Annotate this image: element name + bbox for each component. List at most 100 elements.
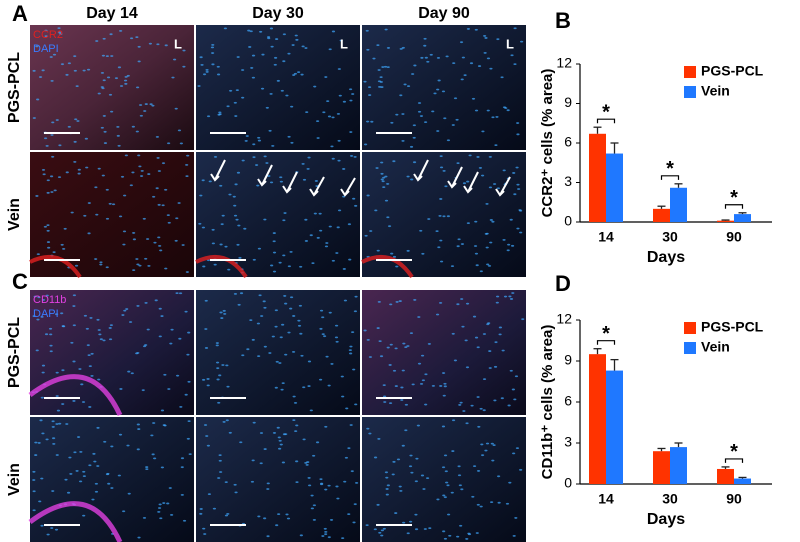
nucleus: [461, 56, 465, 59]
nucleus: [411, 73, 415, 75]
nucleus: [377, 80, 382, 83]
nucleus: [386, 346, 390, 349]
nucleus: [496, 187, 500, 190]
nucleus: [124, 82, 128, 85]
nucleus: [55, 395, 59, 397]
y-tick-label: 9: [564, 94, 572, 110]
nucleus: [445, 481, 449, 484]
nucleus: [265, 106, 269, 109]
nucleus: [484, 37, 488, 39]
nucleus: [376, 249, 380, 252]
nucleus: [132, 232, 136, 234]
nucleus: [92, 452, 96, 455]
nucleus: [135, 258, 139, 260]
nucleus: [144, 103, 148, 105]
nucleus: [389, 303, 393, 306]
nucleus: [108, 202, 112, 205]
nucleus: [489, 67, 493, 70]
nucleus: [484, 233, 488, 235]
nucleus: [211, 63, 215, 66]
nucleus: [292, 315, 296, 317]
nucleus: [178, 337, 182, 340]
nucleus: [282, 33, 286, 36]
nucleus: [162, 502, 166, 504]
stain-label: CD11b: [33, 294, 66, 306]
nucleus: [49, 56, 53, 58]
nucleus: [299, 265, 303, 268]
significance-bracket: [596, 340, 616, 345]
panel-label: C: [12, 269, 28, 294]
nucleus: [386, 66, 390, 69]
nucleus: [461, 325, 465, 328]
nucleus: [406, 532, 410, 535]
nucleus: [55, 371, 59, 374]
nucleus: [297, 71, 301, 74]
nucleus: [107, 482, 111, 485]
x-axis-label: Days: [647, 249, 685, 266]
nucleus: [514, 517, 518, 519]
nucleus: [229, 89, 233, 92]
nucleus: [363, 80, 367, 83]
nucleus: [482, 333, 487, 335]
nucleus: [235, 89, 239, 92]
nucleus: [304, 461, 308, 464]
nucleus: [289, 307, 293, 310]
nucleus: [65, 73, 69, 76]
nucleus: [375, 167, 379, 169]
nucleus: [508, 295, 512, 298]
legend-label: Vein: [701, 339, 730, 355]
nucleus: [323, 527, 327, 530]
nucleus: [256, 322, 261, 325]
nucleus: [163, 373, 167, 376]
nucleus: [50, 79, 54, 82]
nucleus: [272, 251, 277, 254]
significance-mark: *: [730, 187, 738, 209]
nucleus: [188, 453, 192, 456]
nucleus: [139, 175, 144, 177]
nucleus: [100, 126, 104, 129]
nucleus: [421, 252, 425, 255]
nucleus: [373, 528, 377, 531]
nucleus: [412, 124, 416, 127]
nucleus: [65, 171, 69, 174]
nucleus: [83, 314, 88, 317]
nucleus: [166, 502, 170, 505]
nucleus: [423, 44, 427, 47]
nucleus: [252, 421, 256, 424]
nucleus: [451, 419, 456, 422]
nucleus: [226, 105, 230, 108]
nucleus: [182, 519, 187, 522]
nucleus: [40, 315, 44, 318]
nucleus: [216, 367, 220, 370]
nucleus: [262, 300, 266, 303]
nucleus: [69, 473, 73, 475]
nucleus: [305, 464, 309, 466]
nucleus: [451, 124, 455, 126]
bar: [734, 214, 751, 222]
nucleus: [366, 427, 370, 430]
nucleus: [401, 113, 405, 115]
nucleus: [300, 354, 304, 357]
nucleus: [402, 342, 406, 345]
nucleus: [508, 481, 512, 484]
nucleus: [328, 311, 332, 314]
nucleus: [483, 51, 487, 54]
nucleus: [324, 245, 329, 248]
nucleus: [227, 268, 231, 271]
nucleus: [294, 430, 298, 432]
nucleus: [204, 299, 208, 302]
nucleus: [175, 292, 179, 295]
nucleus: [337, 159, 341, 162]
nucleus: [49, 350, 53, 353]
stain: [361, 255, 414, 279]
nucleus: [102, 37, 106, 40]
nucleus: [217, 401, 221, 404]
bar: [670, 187, 687, 222]
y-tick-label: 6: [564, 134, 572, 150]
nucleus: [388, 364, 392, 366]
nucleus: [505, 502, 510, 505]
nucleus: [224, 514, 229, 517]
nucleus: [506, 109, 510, 112]
nucleus: [58, 422, 62, 425]
nucleus: [105, 188, 109, 191]
